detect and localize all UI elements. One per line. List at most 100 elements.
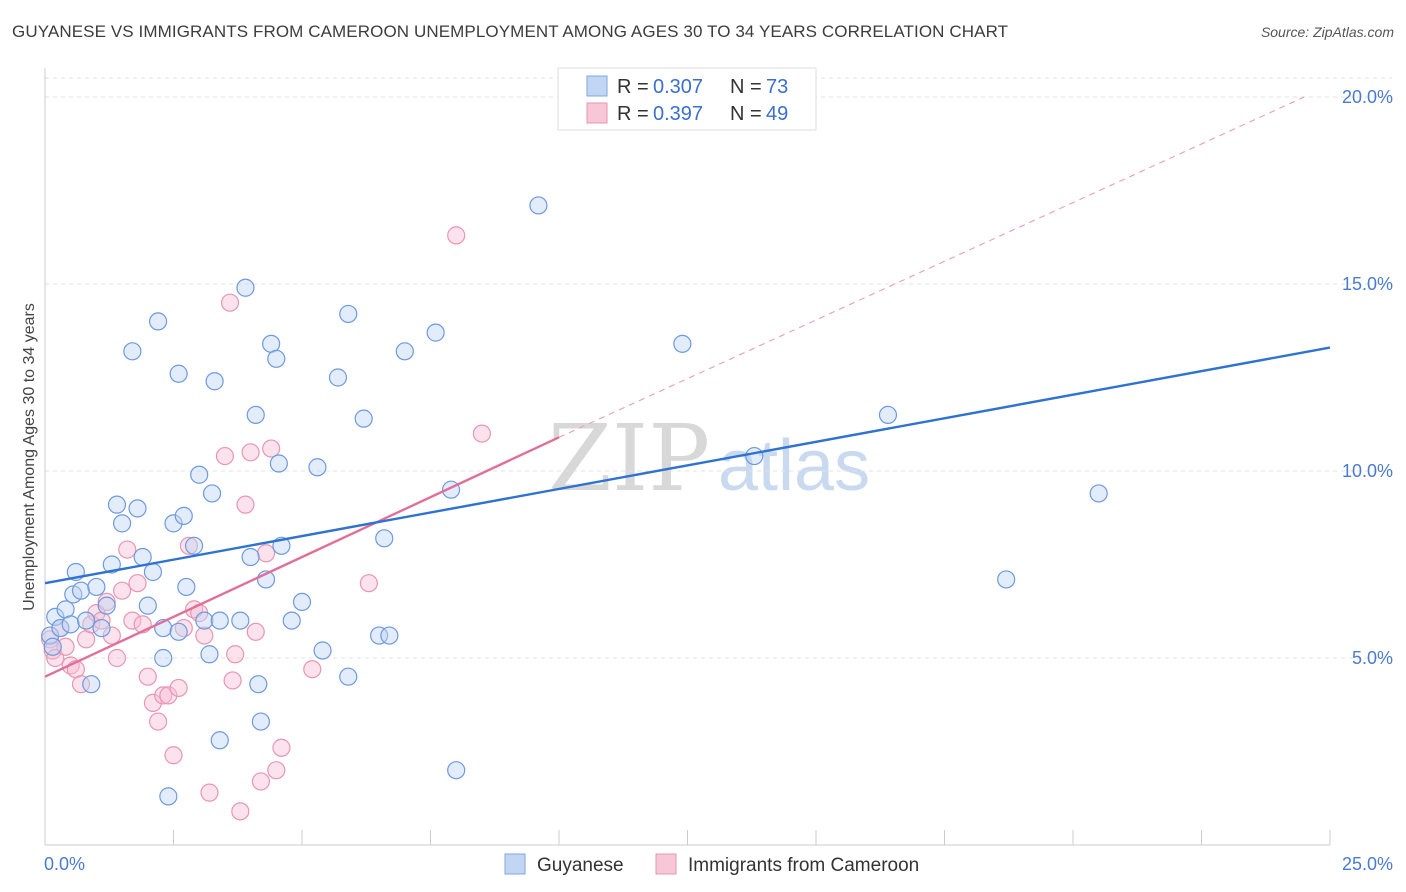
point-cameroon (220, 293, 240, 312)
point-guyanese (169, 364, 188, 383)
x-tick-label-min: 0.0% (44, 854, 85, 874)
point-guyanese (123, 342, 142, 361)
point-guyanese (241, 547, 260, 567)
point-guyanese (92, 618, 111, 638)
point-guyanese (41, 626, 60, 645)
legend-r-label-cameroon: R = (617, 103, 649, 125)
point-cameroon (231, 802, 250, 821)
point-guyanese (138, 596, 157, 615)
point-cameroon (251, 772, 270, 791)
gridlines (45, 77, 1392, 659)
point-cameroon (169, 678, 188, 698)
y-tick-label: 10.0% (1342, 461, 1393, 481)
point-guyanese (236, 278, 255, 297)
point-guyanese (143, 562, 163, 582)
legend-n-label-cameroon: N = (730, 103, 762, 125)
point-guyanese (97, 596, 116, 615)
legend-n-value-cameroon: 49 (766, 103, 788, 125)
legend-swatch-guyanese (586, 75, 608, 97)
point-guyanese (184, 536, 204, 555)
trendline-guyanese (44, 346, 1331, 585)
point-guyanese (190, 465, 209, 484)
x-tick-label-max: 25.0% (1342, 854, 1393, 874)
point-cameroon (71, 675, 91, 694)
point-guyanese (292, 592, 312, 612)
point-cameroon (179, 536, 199, 555)
point-guyanese (997, 570, 1016, 589)
point-cameroon (272, 738, 291, 757)
legend-n-value-guyanese: 73 (766, 76, 788, 98)
point-cameroon (195, 626, 214, 645)
bottom-legend-label-cameroon: Immigrants from Cameroon (688, 855, 919, 876)
point-guyanese (71, 581, 91, 600)
point-guyanese (269, 454, 288, 473)
point-cameroon (154, 686, 173, 705)
point-guyanese (200, 645, 219, 664)
point-cameroon (303, 660, 322, 679)
point-guyanese (51, 618, 70, 638)
point-cameroon (359, 574, 378, 593)
point-guyanese (107, 495, 127, 514)
point-guyanese (128, 499, 147, 518)
point-cameroon (241, 443, 260, 462)
point-guyanese (87, 577, 106, 597)
bottom-legend: Guyanese Immigrants from Cameroon (504, 853, 919, 876)
point-guyanese (313, 641, 332, 660)
point-cameroon (472, 424, 491, 443)
point-cameroon (128, 574, 147, 593)
bottom-legend-label-guyanese: Guyanese (537, 855, 624, 876)
y-tick-labels: 5.0% 10.0% 15.0% 20.0% (1342, 87, 1393, 668)
watermark: ZIP atlas (548, 405, 870, 512)
y-tick-label: 20.0% (1342, 87, 1393, 107)
y-axis-label: Unemployment Among Ages 30 to 34 years (21, 303, 38, 611)
point-cameroon (159, 686, 178, 705)
chart-title: GUYANESE VS IMMIGRANTS FROM CAMEROON UNE… (12, 22, 1009, 41)
point-cameroon (256, 544, 276, 563)
point-guyanese (745, 446, 764, 466)
point-cameroon (267, 761, 286, 780)
watermark-zip: ZIP (548, 405, 710, 512)
source-label: Source: ZipAtlas.com (1260, 24, 1394, 40)
point-guyanese (154, 648, 173, 668)
point-cameroon (148, 712, 168, 731)
legend-r-value-guyanese: 0.307 (653, 76, 703, 98)
point-guyanese (77, 611, 96, 630)
bottom-legend-swatch-guyanese (504, 853, 526, 875)
point-guyanese (133, 547, 152, 567)
top-legend: R = 0.307 N = 73 R = 0.397 N = 49 (557, 67, 817, 131)
point-cameroon (236, 495, 255, 514)
point-cameroon (112, 581, 132, 600)
point-guyanese (174, 506, 193, 525)
point-guyanese (210, 611, 229, 630)
point-cameroon (143, 693, 163, 712)
point-guyanese (380, 626, 399, 645)
point-guyanese (529, 196, 548, 215)
point-guyanese (267, 349, 286, 368)
point-cameroon (138, 667, 157, 686)
point-guyanese (231, 611, 250, 630)
point-guyanese (370, 626, 389, 645)
point-guyanese (395, 342, 414, 361)
legend-n-label-guyanese: N = (730, 76, 762, 98)
point-guyanese (375, 529, 394, 548)
point-cameroon (102, 626, 121, 645)
watermark-atlas: atlas (718, 426, 870, 506)
x-ticks (173, 830, 1331, 845)
point-cameroon (215, 446, 234, 466)
point-guyanese (148, 312, 168, 331)
point-cameroon (246, 622, 265, 641)
point-guyanese (202, 484, 222, 503)
trendline-cameroon-extension (558, 96, 1305, 438)
point-guyanese (1089, 484, 1108, 503)
point-cameroon (226, 645, 245, 664)
point-cameroon (200, 783, 219, 802)
point-guyanese (249, 675, 268, 694)
point-guyanese (82, 675, 101, 694)
point-cameroon (56, 637, 75, 656)
point-cameroon (123, 611, 142, 630)
series-guyanese-points (41, 196, 1331, 806)
y-tick-label: 5.0% (1352, 648, 1393, 668)
legend-r-label-guyanese: R = (617, 76, 649, 98)
trendline-cameroon (44, 436, 560, 678)
